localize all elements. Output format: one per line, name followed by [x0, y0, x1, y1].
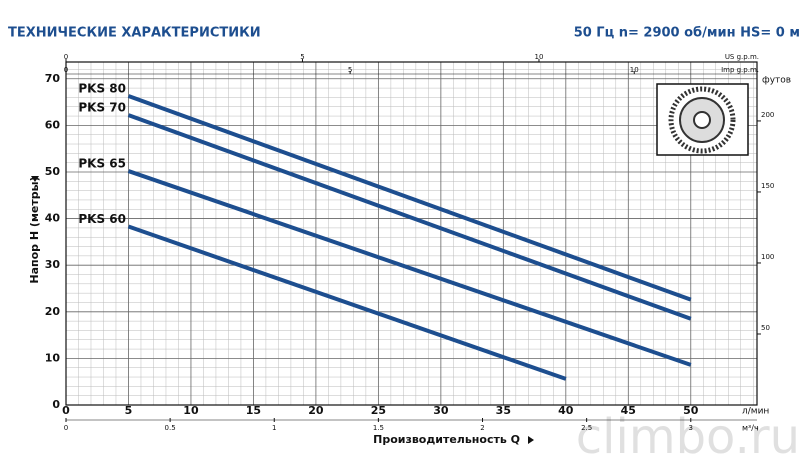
- series-line: [127, 169, 692, 367]
- impeller: [668, 86, 736, 154]
- unit-label: Imp g.p.m.: [721, 66, 759, 74]
- y2-tick-label: 50: [761, 324, 770, 332]
- y-tick-label: 60: [45, 118, 61, 131]
- y-tick-label: 70: [45, 72, 61, 85]
- top-tick-label: 10: [535, 53, 544, 61]
- x-tick-label: 20: [308, 404, 324, 417]
- x2-tick-label: 2.5: [581, 424, 592, 432]
- series-line: [127, 113, 692, 321]
- x2-tick-label: 1: [272, 424, 276, 432]
- y-axis-title: Напор H (метры): [28, 176, 41, 283]
- arrow: [31, 176, 39, 182]
- y2-tick-label: 200: [761, 111, 774, 119]
- y-tick-label: 10: [45, 351, 61, 364]
- x2-tick-label: 0: [64, 424, 68, 432]
- y-tick-label: 20: [45, 305, 61, 318]
- unit-label: футов: [762, 76, 791, 86]
- chart-title: ТЕХНИЧЕСКИЕ ХАРАКТЕРИСТИКИ: [8, 26, 261, 41]
- x-tick-label: 40: [558, 404, 574, 417]
- x2-tick-label: 0.5: [165, 424, 176, 432]
- chart-subtitle: 50 Гц n= 2900 об/мин HS= 0 м: [574, 26, 800, 41]
- inset: [656, 83, 749, 156]
- unit-label: US g.p.m.: [725, 53, 759, 61]
- watermark: climbo.ru: [576, 409, 800, 464]
- x-tick-label: 0: [62, 404, 70, 417]
- x2-tick-label: 2: [480, 424, 484, 432]
- series-label: PKS 65: [78, 157, 126, 171]
- y2-tick-label: 100: [761, 253, 774, 261]
- series-label: PKS 80: [78, 82, 126, 96]
- x-tick-label: 25: [371, 404, 386, 417]
- top-tick-label: 0: [64, 66, 68, 74]
- impeller-hub: [693, 111, 711, 129]
- x-tick-label: 45: [621, 404, 636, 417]
- x2-tick-label: 1.5: [373, 424, 384, 432]
- x-tick-label: 15: [246, 404, 261, 417]
- top-tick-label: 5: [300, 53, 304, 61]
- series-line: [127, 224, 567, 381]
- x-axis-title: Производительность Q: [373, 433, 520, 446]
- series-label: PKS 60: [78, 212, 126, 226]
- x-tick-label: 10: [183, 404, 199, 417]
- series-label: PKS 70: [78, 101, 126, 115]
- x-tick-label: 35: [496, 404, 511, 417]
- top-tick-label: 0: [64, 53, 68, 61]
- x-tick-label: 30: [433, 404, 449, 417]
- y-tick-label: 0: [52, 398, 60, 411]
- top-tick-label: 10: [630, 66, 639, 74]
- unit-label: м³/ч: [742, 424, 759, 433]
- y-tick-label: 30: [45, 258, 61, 271]
- arrow: [528, 436, 534, 444]
- x-tick-label: 50: [683, 404, 699, 417]
- series-line: [127, 94, 692, 302]
- x2-tick-label: 3: [689, 424, 693, 432]
- y-tick-label: 40: [45, 212, 61, 225]
- y-tick-label: 50: [45, 165, 61, 178]
- unit-label: л/мин: [742, 407, 769, 417]
- x-tick-label: 5: [125, 404, 133, 417]
- y2-tick-label: 150: [761, 182, 774, 190]
- top-tick-label: 5: [348, 66, 352, 74]
